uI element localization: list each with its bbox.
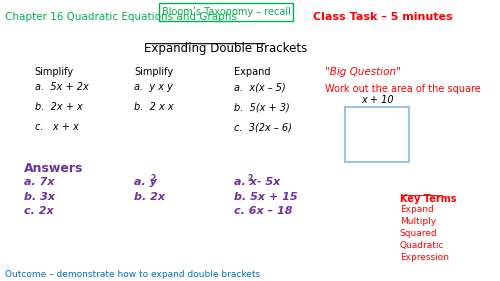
Text: Expanding Double Brackets: Expanding Double Brackets: [144, 42, 307, 55]
Text: a.  x(x – 5): a. x(x – 5): [234, 82, 286, 92]
Text: b.  5(x + 3): b. 5(x + 3): [234, 102, 290, 112]
Text: c.  3(2x – 6): c. 3(2x – 6): [234, 122, 292, 132]
Text: Multiply: Multiply: [400, 217, 436, 226]
Text: Simplify: Simplify: [34, 67, 74, 78]
Text: - 5x: - 5x: [252, 177, 280, 187]
Text: Expression: Expression: [400, 253, 449, 262]
Text: a.  5x + 2x: a. 5x + 2x: [34, 82, 88, 92]
Text: c. 2x: c. 2x: [24, 207, 53, 216]
FancyBboxPatch shape: [159, 3, 294, 21]
Text: Answers: Answers: [24, 162, 83, 175]
Text: b.  2 x x: b. 2 x x: [134, 102, 174, 112]
Text: a. y: a. y: [134, 177, 158, 187]
Text: Expand: Expand: [234, 67, 271, 78]
Text: 2: 2: [247, 174, 252, 183]
Text: Outcome – demonstrate how to expand double brackets: Outcome – demonstrate how to expand doub…: [4, 270, 260, 279]
Text: Bloom’s Taxonomy – recall: Bloom’s Taxonomy – recall: [162, 7, 290, 17]
Text: Chapter 16 Quadratic Equations and Graphs: Chapter 16 Quadratic Equations and Graph…: [4, 12, 236, 22]
Text: b. 2x: b. 2x: [134, 192, 166, 201]
Text: a.  y x y: a. y x y: [134, 82, 173, 92]
Text: Quadratic: Quadratic: [400, 241, 444, 250]
Text: c.   x + x: c. x + x: [34, 122, 78, 132]
Text: x + 10: x + 10: [361, 95, 394, 105]
Text: Class Task – 5 minutes: Class Task – 5 minutes: [313, 12, 452, 22]
Text: Squared: Squared: [400, 229, 438, 238]
Text: 2: 2: [151, 174, 156, 183]
Bar: [346, 107, 409, 162]
Text: Simplify: Simplify: [134, 67, 173, 78]
Text: b.  2x + x: b. 2x + x: [34, 102, 82, 112]
Text: b. 3x: b. 3x: [24, 192, 54, 201]
Text: "Big Question": "Big Question": [326, 67, 401, 78]
Text: Expand: Expand: [400, 205, 434, 214]
Text: Key Terms: Key Terms: [400, 194, 456, 203]
Text: a. 7x: a. 7x: [24, 177, 54, 187]
Text: c. 6x – 18: c. 6x – 18: [234, 207, 293, 216]
Text: a. x: a. x: [234, 177, 257, 187]
Text: b. 5x + 15: b. 5x + 15: [234, 192, 298, 201]
Text: Work out the area of the square: Work out the area of the square: [326, 84, 481, 94]
